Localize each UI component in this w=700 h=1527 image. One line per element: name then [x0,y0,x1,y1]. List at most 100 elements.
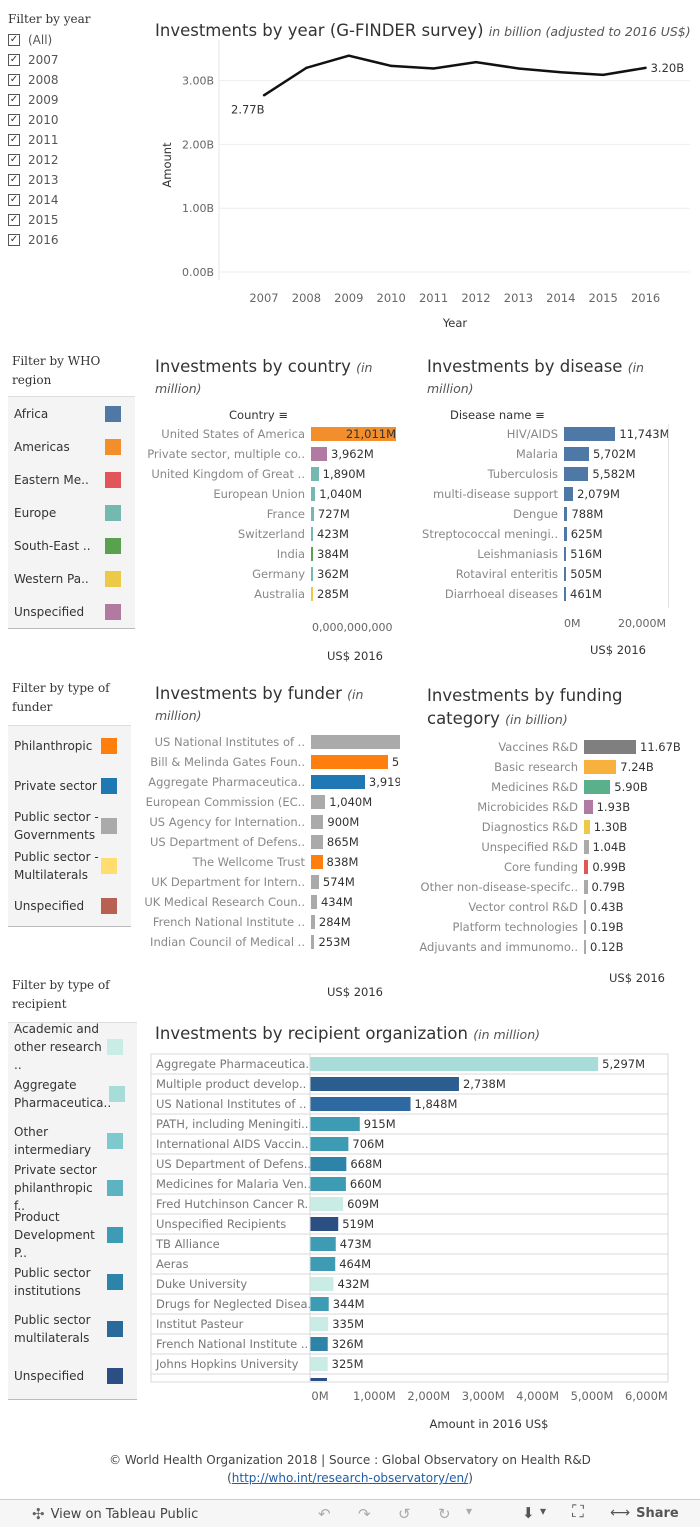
checkbox-icon[interactable]: ✓ [8,194,20,206]
year-filter-option[interactable]: ✓ 2013 [8,170,138,190]
bar[interactable] [310,1057,599,1071]
revert-icon[interactable]: ↺ [398,1505,411,1523]
bar[interactable] [564,427,616,441]
bar[interactable] [311,835,323,849]
bar[interactable] [310,1117,360,1131]
undo-icon[interactable]: ↶ [318,1505,331,1523]
redo-icon[interactable]: ↷ [358,1505,371,1523]
download-icon[interactable]: ⬇ [522,1504,535,1522]
bar[interactable] [564,487,574,501]
view-on-tableau-button[interactable]: ✣ View on Tableau Public [32,1505,198,1523]
checkbox-icon[interactable]: ✓ [8,154,20,166]
bar[interactable] [584,880,588,894]
bar[interactable] [310,1297,329,1311]
bar[interactable] [311,875,319,889]
legend-item[interactable]: Aggregate Pharmaceutica.. [8,1070,137,1117]
checkbox-icon[interactable]: ✓ [8,114,20,126]
bar[interactable] [584,940,586,954]
refresh-icon[interactable]: ↻ [438,1505,451,1523]
share-button[interactable]: ⟷ Share [610,1505,679,1521]
legend-item[interactable]: South-East .. [8,529,135,562]
observatory-link[interactable]: http://who.int/research-observatory/en/ [231,1471,469,1485]
download-dropdown-icon[interactable]: ▾ [540,1504,547,1518]
year-filter-option[interactable]: ✓ 2016 [8,230,138,250]
year-filter-option[interactable]: ✓ 2009 [8,90,138,110]
sort-icon[interactable]: ≡ [535,408,545,422]
bar[interactable] [564,527,567,541]
bar[interactable] [311,935,315,949]
disease-header[interactable]: Disease name ≡ [450,408,545,422]
bar[interactable] [311,467,319,481]
checkbox-icon[interactable]: ✓ [8,34,20,46]
checkbox-icon[interactable]: ✓ [8,174,20,186]
data-point[interactable] [347,54,350,57]
bar[interactable] [564,567,567,581]
bar[interactable] [310,1378,327,1381]
bar[interactable] [310,1137,349,1151]
legend-item[interactable]: Philanthropic [8,726,131,766]
legend-item[interactable]: Public sector - Multilaterals [8,846,131,886]
bar[interactable] [310,1097,411,1111]
bar[interactable] [311,547,313,561]
sort-icon[interactable]: ≡ [278,408,288,422]
year-filter-option[interactable]: ✓ (All) [8,30,138,50]
bar[interactable] [564,447,589,461]
legend-item[interactable]: Unspecified [8,595,135,628]
bar[interactable] [311,427,396,441]
bar[interactable] [584,920,586,934]
bar[interactable] [311,855,323,869]
bar[interactable] [311,447,327,461]
checkbox-icon[interactable]: ✓ [8,214,20,226]
legend-item[interactable]: Academic and other research .. [8,1022,137,1072]
legend-item[interactable]: Eastern Me.. [8,463,135,496]
bar[interactable] [310,1337,328,1351]
checkbox-icon[interactable]: ✓ [8,94,20,106]
legend-item[interactable]: Private sector [8,766,131,806]
refresh-dropdown-icon[interactable]: ▾ [466,1504,473,1518]
bar[interactable] [310,1177,346,1191]
legend-item[interactable]: Western Pa.. [8,562,135,595]
checkbox-icon[interactable]: ✓ [8,234,20,246]
year-filter-option[interactable]: ✓ 2007 [8,50,138,70]
bar[interactable] [564,587,567,601]
country-header[interactable]: Country ≡ [229,408,288,422]
year-filter-option[interactable]: ✓ 2012 [8,150,138,170]
legend-item[interactable]: Europe [8,496,135,529]
fullscreen-icon[interactable]: ⛶ [572,1502,584,1522]
data-point[interactable] [390,64,393,68]
bar[interactable] [310,1157,347,1171]
data-point[interactable] [602,73,605,77]
bar[interactable] [584,740,636,754]
bar[interactable] [311,915,315,929]
legend-item[interactable]: Unspecified [8,1352,137,1399]
data-point[interactable] [432,67,435,70]
bar[interactable] [311,587,313,601]
bar[interactable] [310,1197,344,1211]
bar[interactable] [584,820,590,834]
legend-item[interactable]: Other intermediary [8,1117,137,1164]
bar[interactable] [584,800,593,814]
bar[interactable] [584,780,611,794]
bar[interactable] [564,507,568,521]
bar[interactable] [584,900,586,914]
year-filter-option[interactable]: ✓ 2008 [8,70,138,90]
bar[interactable] [311,527,313,541]
bar[interactable] [584,760,617,774]
bar[interactable] [310,1277,334,1291]
bar[interactable] [311,895,317,909]
data-point[interactable] [517,67,520,70]
bar[interactable] [310,1257,336,1271]
bar[interactable] [311,567,313,581]
bar[interactable] [310,1217,339,1231]
bar[interactable] [310,1077,459,1091]
checkbox-icon[interactable]: ✓ [8,54,20,66]
year-filter-option[interactable]: ✓ 2014 [8,190,138,210]
legend-item[interactable]: Africa [8,397,135,430]
bar[interactable] [311,735,400,749]
year-filter-option[interactable]: ✓ 2010 [8,110,138,130]
data-point[interactable] [305,66,308,70]
bar[interactable] [311,755,388,769]
data-point[interactable] [474,60,478,64]
bar[interactable] [584,860,589,874]
data-point[interactable] [262,94,266,97]
